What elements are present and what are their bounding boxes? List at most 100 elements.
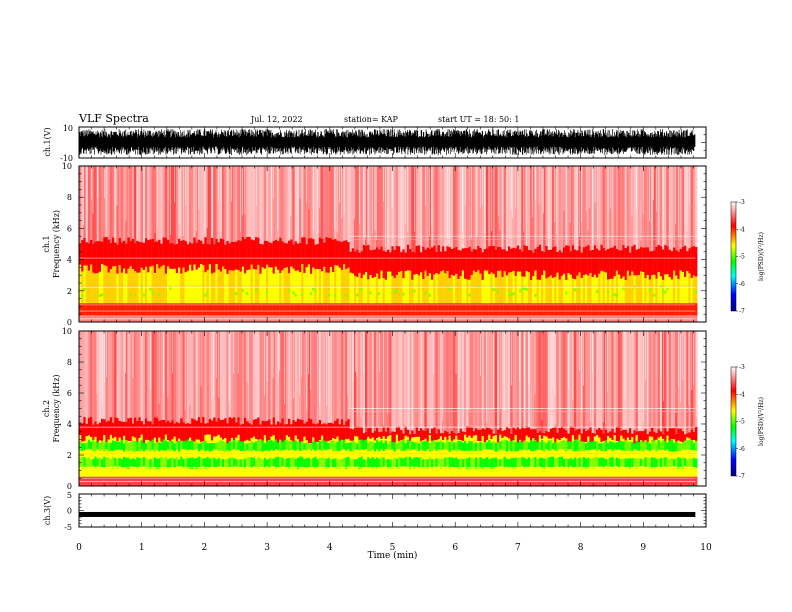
spectro-column	[629, 252, 632, 276]
spectro-column	[156, 303, 159, 316]
spectro-column	[222, 303, 225, 316]
spectro-column	[492, 303, 495, 316]
spectro-streak	[568, 331, 569, 390]
spectro-column	[134, 166, 137, 244]
spectro-column	[527, 250, 531, 273]
spectro-column	[435, 273, 438, 304]
spectro-streak	[686, 166, 688, 232]
spectro-column	[387, 303, 390, 316]
spectro-patch	[609, 457, 612, 467]
spectro-column	[648, 251, 652, 280]
spectro-patch	[530, 458, 533, 467]
spectro-column	[604, 166, 608, 251]
spectro-patch	[307, 457, 311, 468]
spectro-column	[653, 274, 656, 304]
spectro-patch	[558, 442, 561, 450]
spectro-column	[402, 439, 405, 477]
spectro-column	[173, 244, 176, 269]
spectro-patch	[431, 459, 434, 469]
spectro-column	[413, 166, 416, 253]
spectro-column	[120, 272, 124, 304]
spectro-patch	[642, 441, 645, 452]
spectro-column	[406, 166, 410, 245]
spectro-streak	[352, 331, 354, 383]
spectro-column	[224, 244, 227, 270]
spectro-streak	[689, 166, 690, 204]
spectro-column	[340, 166, 344, 242]
spectro-column	[503, 436, 506, 477]
spectro-streak	[132, 331, 134, 379]
spectro-patch	[448, 287, 451, 291]
spectro-column	[505, 251, 509, 276]
spectro-streak	[594, 166, 596, 203]
spectro-patch	[129, 441, 132, 451]
spectro-patch	[457, 459, 460, 469]
spectro-column	[534, 270, 537, 304]
spectro-column	[602, 433, 605, 442]
spectro-patch	[213, 457, 216, 468]
spectro-column	[358, 272, 361, 304]
spectro-column	[376, 303, 379, 316]
spectro-streak	[391, 166, 393, 208]
spectro-column	[604, 441, 608, 477]
spectro-patch	[142, 457, 146, 467]
spectro-column	[290, 331, 293, 425]
spectro-patch	[657, 458, 660, 467]
spectro-patch	[340, 439, 344, 450]
spectro-column	[241, 166, 245, 237]
spectro-column	[657, 166, 660, 245]
spectro-column	[131, 436, 135, 477]
spectro-column	[129, 240, 132, 267]
spectro-column	[301, 166, 304, 238]
spectro-column	[90, 331, 93, 417]
ch1-trace	[78, 129, 696, 155]
spectro-column	[140, 434, 143, 477]
spectro-column	[659, 331, 663, 432]
spectro-column	[145, 238, 148, 267]
spectro-column	[382, 278, 385, 304]
spectro-column	[237, 270, 240, 304]
spectro-patch	[197, 443, 201, 452]
spectro-column	[261, 166, 264, 245]
spectro-column	[692, 303, 696, 316]
spectro-column	[433, 427, 436, 443]
spectro-patch	[120, 440, 124, 450]
spectro-column	[450, 274, 454, 304]
spectro-column	[591, 331, 594, 434]
spectro-column	[347, 242, 350, 268]
spectro-column	[365, 166, 368, 246]
spectro-column	[244, 303, 247, 316]
spectro-column	[611, 303, 614, 316]
spectro-column	[356, 331, 359, 427]
spectro-patch	[325, 458, 328, 469]
spectro-column	[479, 331, 482, 430]
spectro-column	[349, 166, 352, 252]
spectro-column	[501, 249, 504, 277]
spectro-patch	[618, 441, 621, 450]
spectro-column	[514, 275, 517, 304]
spectro-patch	[426, 441, 429, 450]
spectro-column	[235, 241, 238, 270]
spectro-column	[376, 438, 379, 477]
spectro-column	[378, 249, 381, 279]
spectro-column	[525, 303, 528, 316]
spectro-column	[158, 437, 161, 477]
spectro-column	[371, 303, 374, 316]
spectro-column	[598, 273, 601, 304]
spectro-streak	[455, 331, 457, 375]
spectro-column	[303, 273, 306, 304]
spectro-patch	[382, 443, 385, 451]
spectro-patch	[233, 458, 236, 467]
spectro-streak	[407, 166, 408, 232]
spectro-column	[393, 331, 396, 432]
spectro-column	[283, 242, 286, 268]
spectro-streak	[477, 166, 479, 237]
spectro-column	[684, 245, 687, 278]
spectro-patch	[373, 458, 377, 467]
y-axis-label: ch.1(V)	[43, 127, 52, 156]
spectro-column	[503, 271, 506, 304]
spectro-column	[180, 303, 183, 316]
spectro-column	[615, 270, 619, 304]
spectro-column	[369, 438, 372, 477]
